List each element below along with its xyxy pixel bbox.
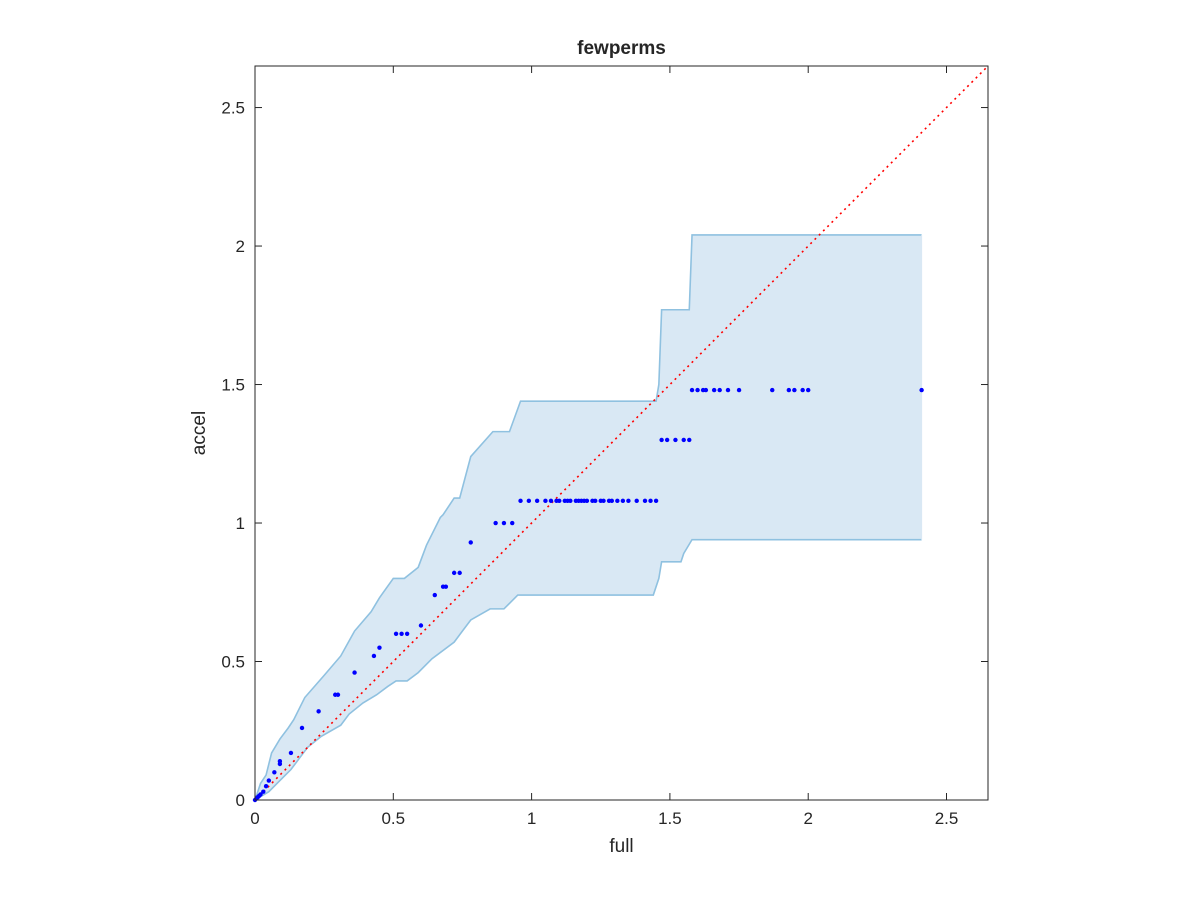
data-point (266, 778, 272, 783)
data-point (689, 387, 695, 393)
y-tick-label: 0.5 (221, 653, 245, 672)
y-tick-label: 2 (236, 237, 245, 256)
data-point (634, 498, 639, 504)
data-point (493, 520, 498, 526)
plot-area (252, 65, 989, 803)
data-point (316, 709, 321, 714)
data-point (451, 570, 457, 576)
y-tick-label: 2.5 (221, 99, 245, 118)
data-point (432, 592, 437, 598)
data-point (770, 387, 775, 393)
y-tick-label: 1 (236, 514, 245, 533)
data-point (615, 498, 620, 504)
data-point (548, 498, 554, 504)
data-point (800, 387, 805, 393)
data-point (371, 653, 377, 659)
data-point (626, 498, 631, 504)
data-point (272, 770, 277, 775)
identity-line (254, 65, 989, 801)
data-point (299, 725, 305, 731)
data-point (664, 437, 670, 443)
data-point (648, 498, 653, 504)
data-point (399, 631, 404, 637)
x-axis-label: full (609, 836, 633, 857)
data-point (352, 670, 357, 675)
data-point (786, 387, 792, 393)
data-point (393, 631, 399, 637)
data-point (806, 387, 811, 393)
axes-box (254, 65, 989, 801)
data-point (418, 623, 424, 628)
y-tick-label: 1.5 (221, 376, 245, 395)
band-lower-line (254, 538, 922, 801)
data-point (609, 498, 615, 504)
data-point (534, 498, 540, 504)
data-point (568, 498, 573, 504)
data-point (673, 437, 678, 443)
data-point (443, 584, 449, 589)
x-tick-label: 0.5 (381, 809, 405, 828)
data-point (695, 387, 700, 393)
data-point (518, 498, 523, 504)
data-point (510, 520, 515, 526)
y-tick-label: 0 (236, 791, 245, 810)
data-point (261, 789, 266, 794)
data-point (263, 783, 269, 789)
x-tick-label: 0 (250, 809, 259, 828)
data-point (557, 498, 562, 504)
data-point (277, 759, 283, 764)
data-point (593, 498, 598, 504)
data-point (584, 498, 590, 504)
y-axis-label: accel (189, 411, 210, 455)
data-point (919, 387, 924, 393)
data-point (377, 645, 382, 650)
data-point (711, 387, 717, 393)
data-point (620, 498, 626, 504)
band-upper-line (254, 234, 922, 801)
x-tick-label: 2 (803, 809, 812, 828)
data-point (258, 792, 263, 797)
data-point (543, 498, 548, 504)
data-point (736, 387, 742, 393)
data-point (653, 498, 659, 504)
x-tick-label: 1.5 (658, 809, 682, 828)
data-point (288, 750, 294, 756)
data-point (601, 498, 606, 504)
data-point (526, 498, 532, 504)
band-fill (255, 234, 922, 800)
data-point (642, 498, 648, 504)
data-point (468, 540, 473, 545)
axes: 0 0.5 1 1.5 2 2.5 0 0.5 1 1.5 2 2.5 (221, 65, 989, 828)
data-point (792, 387, 797, 393)
chart-title: fewperms (577, 38, 666, 59)
data-point (703, 387, 709, 393)
x-tick-label: 1 (527, 809, 536, 828)
data-point (681, 437, 686, 443)
data-point (457, 570, 462, 576)
data-point (659, 437, 664, 443)
data-point (404, 631, 410, 637)
data-point (335, 692, 341, 697)
data-point (501, 520, 507, 526)
data-point (725, 387, 731, 393)
x-tick-label: 2.5 (935, 809, 959, 828)
data-point (687, 437, 692, 443)
data-point (717, 387, 722, 393)
